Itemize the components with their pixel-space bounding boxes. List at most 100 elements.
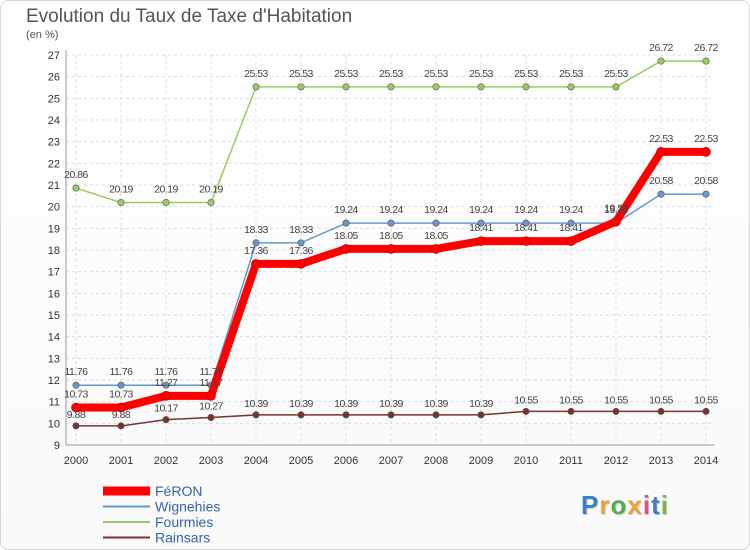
data-label: 20.58 bbox=[649, 175, 673, 187]
y-tick-label: 27 bbox=[48, 50, 60, 62]
legend-label: Wignehies bbox=[155, 499, 220, 515]
data-label: 20.19 bbox=[154, 184, 178, 196]
logo-letter: x bbox=[627, 490, 643, 520]
x-tick-label: 2012 bbox=[604, 455, 628, 467]
y-tick-label: 26 bbox=[48, 72, 60, 84]
x-tick-label: 2000 bbox=[64, 455, 88, 467]
data-point bbox=[387, 83, 395, 91]
data-label: 18.41 bbox=[514, 222, 538, 234]
logo-letter: P bbox=[581, 490, 600, 520]
data-label: 19.24 bbox=[604, 204, 628, 216]
x-tick-label: 2007 bbox=[379, 455, 403, 467]
data-point bbox=[657, 407, 665, 415]
data-point bbox=[72, 184, 80, 192]
data-point bbox=[297, 239, 305, 247]
data-point bbox=[566, 236, 576, 246]
x-tick-label: 2006 bbox=[334, 455, 358, 467]
data-point bbox=[657, 190, 665, 198]
data-point bbox=[611, 216, 621, 227]
y-tick-label: 16 bbox=[48, 288, 60, 300]
data-point bbox=[207, 199, 215, 207]
y-tick-label: 11 bbox=[49, 397, 60, 409]
data-point bbox=[567, 407, 575, 415]
legend-label: Fourmies bbox=[155, 514, 213, 530]
y-axis-unit-label: (en %) bbox=[26, 29, 59, 41]
x-tick-label: 2013 bbox=[649, 455, 673, 467]
data-label: 10.39 bbox=[379, 398, 403, 410]
data-label: 10.17 bbox=[154, 403, 178, 415]
data-point bbox=[72, 422, 80, 430]
data-label: 20.19 bbox=[109, 184, 133, 196]
data-point bbox=[117, 381, 125, 389]
x-tick-label: 2009 bbox=[469, 455, 493, 467]
y-tick-label: 10 bbox=[48, 418, 60, 430]
proxiti-logo: Proxiti bbox=[581, 490, 669, 521]
chart-title: Evolution du Taux de Taxe d'Habitation bbox=[26, 6, 353, 27]
y-tick-label: 14 bbox=[48, 332, 60, 344]
data-label: 18.05 bbox=[424, 230, 448, 242]
data-label: 18.05 bbox=[379, 230, 403, 242]
data-point bbox=[432, 411, 440, 419]
data-label: 11.27 bbox=[200, 377, 224, 389]
data-label: 10.55 bbox=[559, 394, 583, 406]
x-tick-label: 2008 bbox=[424, 455, 448, 467]
data-label: 18.41 bbox=[559, 222, 583, 234]
data-label: 10.39 bbox=[469, 398, 493, 410]
data-label: 10.39 bbox=[289, 398, 313, 410]
data-label: 25.53 bbox=[514, 68, 538, 80]
data-label: 10.39 bbox=[244, 398, 268, 410]
y-tick-label: 25 bbox=[48, 93, 60, 105]
data-point bbox=[117, 199, 125, 207]
data-point bbox=[612, 407, 620, 415]
data-point bbox=[387, 219, 395, 227]
data-label: 25.53 bbox=[289, 68, 313, 80]
data-label: 25.53 bbox=[559, 68, 583, 80]
y-tick-label: 23 bbox=[48, 137, 60, 149]
data-label: 19.24 bbox=[379, 204, 403, 216]
data-point bbox=[432, 219, 440, 227]
data-point bbox=[522, 407, 530, 415]
data-point bbox=[342, 83, 350, 91]
logo-letter: r bbox=[599, 490, 611, 520]
data-label: 25.53 bbox=[379, 68, 403, 80]
x-tick-label: 2005 bbox=[289, 455, 313, 467]
data-label: 26.72 bbox=[694, 42, 718, 54]
data-point bbox=[206, 391, 216, 401]
data-label: 22.53 bbox=[649, 133, 673, 145]
data-point bbox=[252, 411, 260, 419]
x-tick-label: 2010 bbox=[514, 455, 538, 467]
data-point bbox=[522, 83, 530, 91]
data-label: 17.36 bbox=[244, 245, 268, 257]
y-tick-label: 9 bbox=[54, 440, 60, 452]
data-label: 18.33 bbox=[289, 224, 313, 236]
data-point bbox=[701, 147, 711, 157]
data-label: 11.76 bbox=[200, 366, 224, 378]
x-tick-label: 2003 bbox=[199, 455, 223, 467]
data-label: 19.24 bbox=[559, 204, 583, 216]
data-point bbox=[521, 236, 531, 246]
data-point bbox=[702, 407, 710, 415]
data-point bbox=[161, 391, 171, 401]
data-label: 20.19 bbox=[199, 184, 223, 196]
data-label: 19.31 bbox=[604, 203, 628, 215]
y-tick-label: 21 bbox=[48, 180, 60, 192]
y-tick-label: 15 bbox=[48, 310, 60, 322]
data-label: 18.41 bbox=[469, 222, 493, 234]
data-point bbox=[386, 244, 396, 254]
data-point bbox=[567, 83, 575, 91]
data-label: 10.39 bbox=[424, 398, 448, 410]
y-tick-label: 22 bbox=[48, 158, 60, 170]
y-tick-label: 12 bbox=[48, 375, 60, 387]
data-label: 10.55 bbox=[694, 394, 718, 406]
data-point bbox=[162, 416, 170, 424]
data-label: 19.24 bbox=[334, 204, 358, 216]
logo-letter: i bbox=[660, 490, 669, 520]
data-point bbox=[207, 413, 215, 421]
data-point bbox=[477, 411, 485, 419]
data-point bbox=[522, 219, 530, 227]
data-label: 10.55 bbox=[514, 394, 538, 406]
data-point bbox=[297, 411, 305, 419]
data-label: 19.24 bbox=[514, 204, 538, 216]
data-point bbox=[342, 411, 350, 419]
